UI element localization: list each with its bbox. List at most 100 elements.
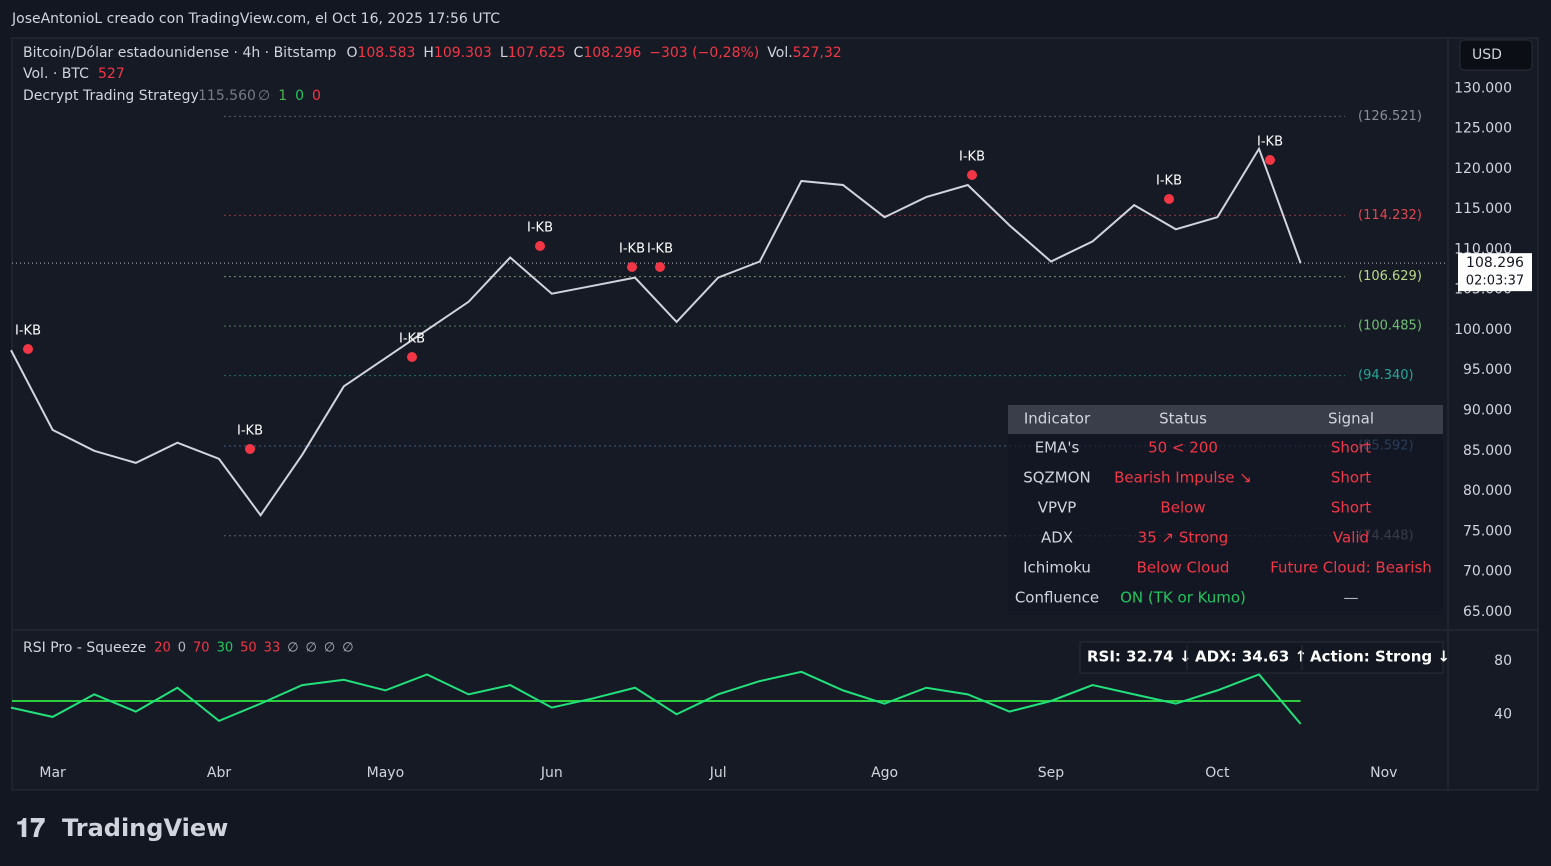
rsi-param: 30 (217, 641, 234, 656)
signal-dot (535, 241, 545, 251)
ohlc-key: L (500, 45, 508, 61)
table-header: Status (1159, 410, 1207, 428)
currency-label[interactable]: USD (1472, 47, 1502, 63)
level-label: (126.521) (1358, 109, 1422, 124)
volume-key: Vol. (767, 45, 792, 61)
signal-label: I-KB (959, 150, 985, 165)
table-signal: Valid (1333, 529, 1369, 547)
table-background (1008, 405, 1443, 615)
table-signal: — (1344, 589, 1359, 607)
table-status: Below Cloud (1137, 559, 1230, 577)
table-indicator: Ichimoku (1023, 559, 1091, 577)
signal-label: I-KB (647, 242, 673, 257)
rsi-status: ADX: 34.63 ↑ (1195, 648, 1307, 666)
ohlc-key: H (423, 45, 434, 61)
table-signal: Future Cloud: Bearish (1270, 559, 1432, 577)
table-status: 50 < 200 (1148, 439, 1218, 457)
rsi-status: RSI: 32.74 ↓ (1087, 648, 1191, 666)
rsi-param: ∅ (324, 641, 335, 656)
symbol-title: Bitcoin/Dólar estadounidense · 4h · Bits… (23, 45, 337, 61)
current-price-label: 108.296 (1466, 255, 1524, 271)
x-tick-label: Nov (1370, 765, 1397, 781)
x-tick-label: Ago (871, 765, 898, 781)
strategy-name: Decrypt Trading Strategy (23, 88, 199, 104)
table-status: 35 ↗ Strong (1138, 529, 1229, 547)
table-signal: Short (1331, 499, 1371, 517)
y-tick-label: 65.000 (1463, 604, 1512, 620)
current-price-box (1458, 253, 1532, 292)
x-tick-label: Jul (709, 765, 727, 781)
y-tick-label: 85.000 (1463, 443, 1512, 459)
rsi-param: ∅ (306, 641, 317, 656)
y-tick-label: 130.000 (1454, 80, 1512, 96)
table-status: Below (1160, 499, 1205, 517)
signal-dot (1164, 194, 1174, 204)
x-tick-label: Oct (1205, 765, 1230, 781)
strategy-flag: 1 (278, 88, 287, 104)
footer-logo: TradingView (62, 814, 228, 842)
countdown: 02:03:37 (1466, 274, 1524, 289)
y-tick-label: 100.000 (1454, 322, 1512, 338)
ohlc-value: 109.303 (434, 45, 492, 61)
signal-label: I-KB (619, 242, 645, 257)
rsi-param: ∅ (342, 641, 353, 656)
signal-label: I-KB (237, 424, 263, 439)
strategy-flag: 0 (312, 88, 321, 104)
signal-dot (407, 352, 417, 362)
table-indicator: EMA's (1035, 439, 1080, 457)
y-tick-label: 120.000 (1454, 161, 1512, 177)
y-tick-label: 125.000 (1454, 121, 1512, 137)
strategy-flag: ∅ (258, 88, 270, 104)
table-signal: Short (1331, 439, 1371, 457)
y-tick-label: 80.000 (1463, 483, 1512, 499)
ohlc-value: 107.625 (508, 45, 566, 61)
level-label: (114.232) (1358, 208, 1422, 223)
ohlc-key: O (346, 45, 357, 61)
ohlc-value: 108.583 (357, 45, 415, 61)
table-indicator: VPVP (1038, 499, 1077, 517)
rsi-param: 70 (193, 641, 210, 656)
rsi-param: 50 (240, 641, 257, 656)
signal-label: I-KB (399, 332, 425, 347)
y-tick-label: 40 (1494, 706, 1512, 722)
table-header: Indicator (1024, 410, 1091, 428)
rsi-status-box (1079, 641, 1444, 674)
series-line (10, 146, 1302, 517)
signal-label: I-KB (1257, 135, 1283, 150)
y-tick-label: 70.000 (1463, 564, 1512, 580)
ohlc-value: 108.296 (583, 45, 641, 61)
author-line: JoseAntonioL creado con TradingView.com,… (11, 11, 500, 27)
ohlc-key: C (574, 45, 584, 61)
table-status: ON (TK or Kumo) (1120, 589, 1246, 607)
table-indicator: ADX (1041, 529, 1073, 547)
level-label: (100.485) (1358, 319, 1422, 334)
strategy-value: 115.560 (198, 88, 256, 104)
volume-legend-value: 527 (98, 66, 125, 82)
volume-legend: Vol. · BTC (23, 66, 89, 82)
signal-dot (245, 444, 255, 454)
signal-label: I-KB (15, 324, 41, 339)
rsi-param: 33 (264, 641, 281, 656)
y-tick-label: 95.000 (1463, 362, 1512, 378)
rsi-param: 20 (154, 641, 171, 656)
x-tick-label: Mayo (367, 765, 405, 781)
currency-button[interactable] (1459, 39, 1533, 71)
rsi-param: ∅ (287, 641, 298, 656)
signal-dot (1265, 155, 1275, 165)
series-line (10, 670, 1302, 725)
x-tick-label: Mar (39, 765, 66, 781)
table-signal: Short (1331, 469, 1371, 487)
rsi-param: 0 (178, 641, 186, 656)
strategy-flag: 0 (295, 88, 304, 104)
signal-dot (655, 262, 665, 272)
volume-value: 527,32 (793, 45, 842, 61)
logo-mark: 𝟏𝟕 (16, 814, 45, 844)
signal-dot (23, 344, 33, 354)
signal-dot (967, 170, 977, 180)
table-indicator: Confluence (1015, 589, 1099, 607)
x-tick-label: Abr (207, 765, 231, 781)
signal-label: I-KB (527, 221, 553, 236)
table-indicator: SQZMON (1023, 469, 1091, 487)
